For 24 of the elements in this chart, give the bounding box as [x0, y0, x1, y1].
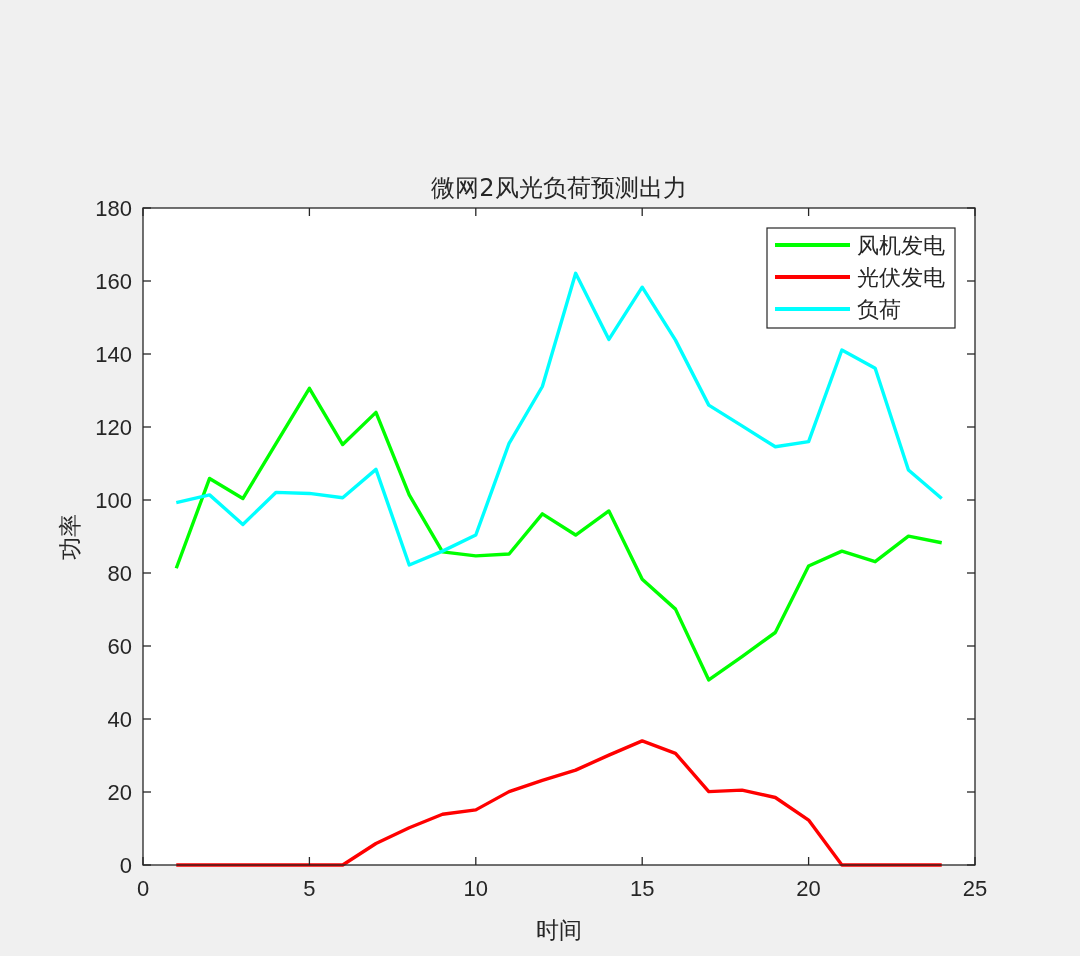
x-tick-label: 0	[136, 876, 150, 901]
y-tick-label: 20	[107, 780, 132, 805]
line-series	[174, 739, 944, 867]
chart-title: 微网2风光负荷预测出力	[431, 174, 687, 202]
y-tick-label: 140	[95, 342, 132, 367]
legend-label: 光伏发电	[857, 265, 945, 290]
x-axis-title: 时间	[536, 917, 582, 943]
y-tick-label: 80	[107, 561, 132, 586]
y-tick-label: 160	[95, 269, 132, 294]
legend-label: 风机发电	[857, 233, 945, 258]
x-tick-label: 10	[463, 876, 489, 901]
y-tick-label: 0	[119, 853, 132, 878]
legend-label: 负荷	[857, 297, 901, 322]
x-tick-label: 5	[303, 876, 316, 901]
y-tick-label: 100	[95, 488, 132, 513]
y-tick-label: 120	[95, 415, 132, 440]
y-axis-title: 功率	[57, 513, 83, 560]
x-tick-label: 15	[629, 876, 655, 901]
y-tick-label: 40	[107, 707, 132, 732]
x-tick-label: 20	[796, 876, 821, 901]
line-series	[174, 386, 944, 682]
x-tick-label: 25	[962, 876, 988, 901]
y-tick-label: 60	[107, 634, 132, 659]
y-tick-label: 180	[95, 196, 132, 221]
